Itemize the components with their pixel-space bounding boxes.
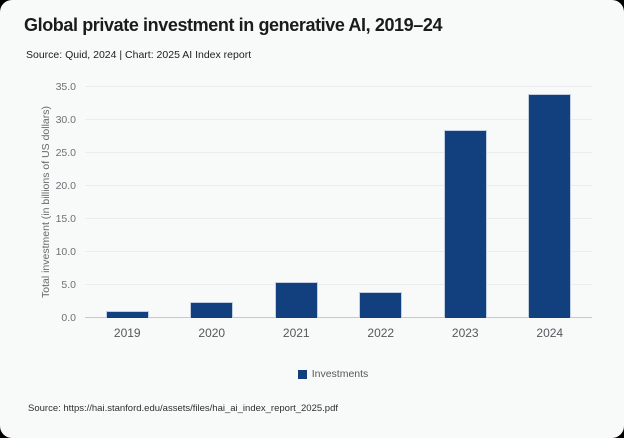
legend-swatch-icon bbox=[297, 369, 307, 379]
chart-title: Global private investment in generative … bbox=[24, 15, 443, 35]
bar-2023 bbox=[443, 129, 487, 318]
bar-2024 bbox=[528, 94, 572, 318]
x-tick-label: 2019 bbox=[113, 326, 141, 340]
source-footer: Source: https://hai.stanford.edu/assets/… bbox=[28, 403, 339, 414]
y-tick-label: 30.0 bbox=[55, 114, 76, 126]
y-tick-label: 35.0 bbox=[55, 81, 76, 93]
gridline bbox=[85, 185, 592, 186]
legend-label: Investments bbox=[311, 368, 369, 380]
gridline bbox=[85, 119, 592, 120]
x-tick-label: 2021 bbox=[282, 326, 310, 340]
bar-2019 bbox=[105, 311, 149, 318]
y-tick-label: 15.0 bbox=[55, 213, 76, 225]
bar-2022 bbox=[359, 291, 403, 318]
gridline bbox=[85, 317, 592, 318]
y-tick-label: 5.0 bbox=[61, 279, 76, 291]
x-tick-label: 2024 bbox=[536, 326, 564, 340]
bar-2021 bbox=[274, 281, 318, 318]
y-axis-title: Total investment (in billions of US doll… bbox=[40, 106, 52, 299]
bar-2020 bbox=[190, 301, 234, 318]
y-tick-label: 25.0 bbox=[55, 147, 76, 159]
y-tick-label: 0.0 bbox=[61, 312, 76, 324]
gridline bbox=[85, 284, 592, 285]
gridline bbox=[85, 218, 592, 219]
plot-area: 0.0 5.0 10.0 15.0 20.0 25.0 30.0 35.0 2019 2020 20… bbox=[56, 81, 592, 340]
gridline bbox=[85, 86, 592, 87]
gridline bbox=[85, 251, 592, 252]
x-tick-label: 2022 bbox=[367, 326, 395, 340]
x-tick-label: 2020 bbox=[198, 326, 226, 340]
y-tick-label: 20.0 bbox=[55, 180, 76, 192]
legend: Investments bbox=[42, 368, 624, 380]
chart-subtitle: Source: Quid, 2024 | Chart: 2025 AI Inde… bbox=[26, 49, 252, 61]
gridline bbox=[85, 152, 592, 153]
x-tick-label: 2023 bbox=[451, 326, 479, 340]
y-tick-label: 10.0 bbox=[55, 246, 76, 258]
